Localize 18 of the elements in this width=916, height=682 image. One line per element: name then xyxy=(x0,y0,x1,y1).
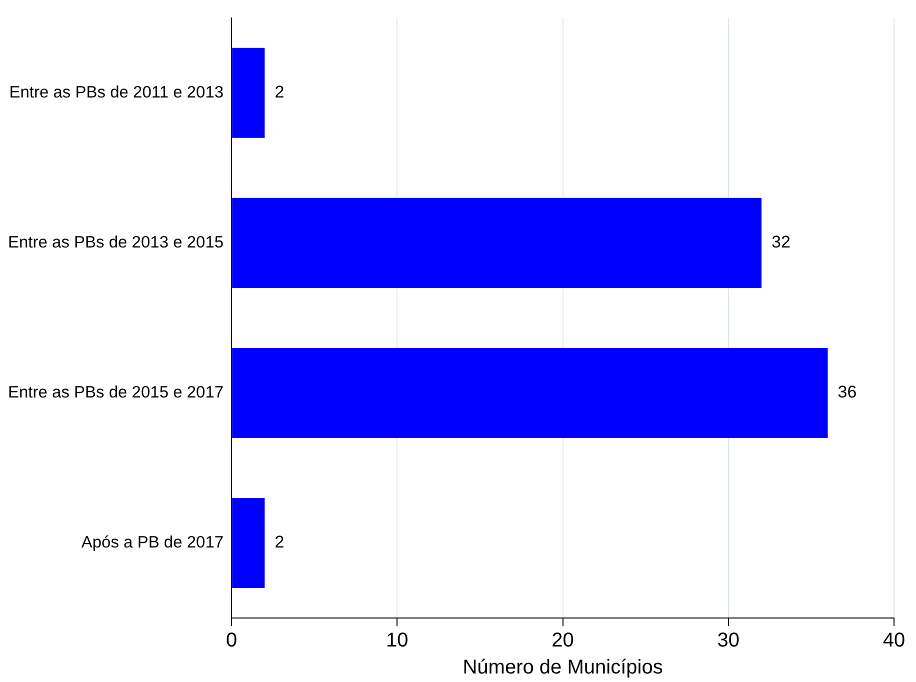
bar xyxy=(232,48,265,138)
x-axis-title: Número de Municípios xyxy=(462,656,663,679)
bar xyxy=(232,198,762,288)
bar xyxy=(232,348,828,438)
x-tick-label: 0 xyxy=(226,630,238,652)
x-tick-label: 10 xyxy=(386,630,408,652)
x-tick-label: 30 xyxy=(717,630,740,652)
data-label: 2 xyxy=(274,532,284,552)
x-tick-label: 20 xyxy=(552,630,574,652)
y-tick-label: Entre as PBs de 2013 e 2015 xyxy=(8,233,224,252)
data-label: 2 xyxy=(274,82,284,102)
y-tick-label: Entre as PBs de 2011 e 2013 xyxy=(9,83,224,102)
data-label: 36 xyxy=(838,382,857,402)
y-tick-label: Após a PB de 2017 xyxy=(81,534,224,552)
data-label: 32 xyxy=(772,232,790,252)
y-tick-label: Entre as PBs de 2015 e 2017 xyxy=(8,384,224,402)
x-tick-label: 40 xyxy=(882,630,906,652)
bar xyxy=(232,498,265,588)
